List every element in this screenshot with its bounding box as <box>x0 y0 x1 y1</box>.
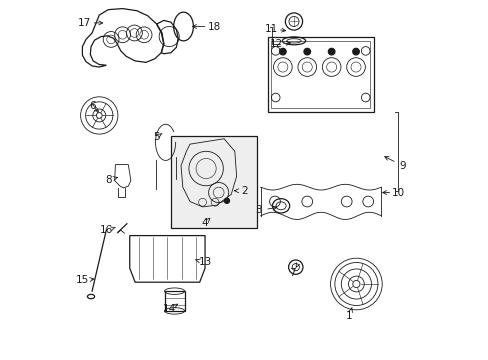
Text: 13: 13 <box>198 257 211 267</box>
Text: 8: 8 <box>105 175 111 185</box>
Circle shape <box>304 48 310 55</box>
Text: 7: 7 <box>289 268 296 278</box>
Text: 5: 5 <box>153 132 160 142</box>
Text: 14: 14 <box>162 304 176 314</box>
Text: 9: 9 <box>398 161 405 171</box>
Text: 16: 16 <box>100 225 113 235</box>
Text: 1: 1 <box>345 311 352 321</box>
Bar <box>267 37 373 112</box>
Bar <box>164 291 184 311</box>
Circle shape <box>352 48 359 55</box>
Circle shape <box>224 198 229 203</box>
Bar <box>171 136 257 228</box>
Text: 4: 4 <box>202 218 208 228</box>
Text: 15: 15 <box>76 275 89 285</box>
Text: 10: 10 <box>391 188 405 198</box>
Text: 17: 17 <box>78 18 91 28</box>
Text: 11: 11 <box>264 24 278 34</box>
Text: 12: 12 <box>269 39 283 49</box>
Bar <box>271 41 369 108</box>
Circle shape <box>279 48 285 55</box>
Circle shape <box>328 48 334 55</box>
Text: 2: 2 <box>241 186 247 196</box>
Text: 6: 6 <box>89 102 95 112</box>
Text: 18: 18 <box>207 22 220 32</box>
Text: 3: 3 <box>255 206 262 216</box>
